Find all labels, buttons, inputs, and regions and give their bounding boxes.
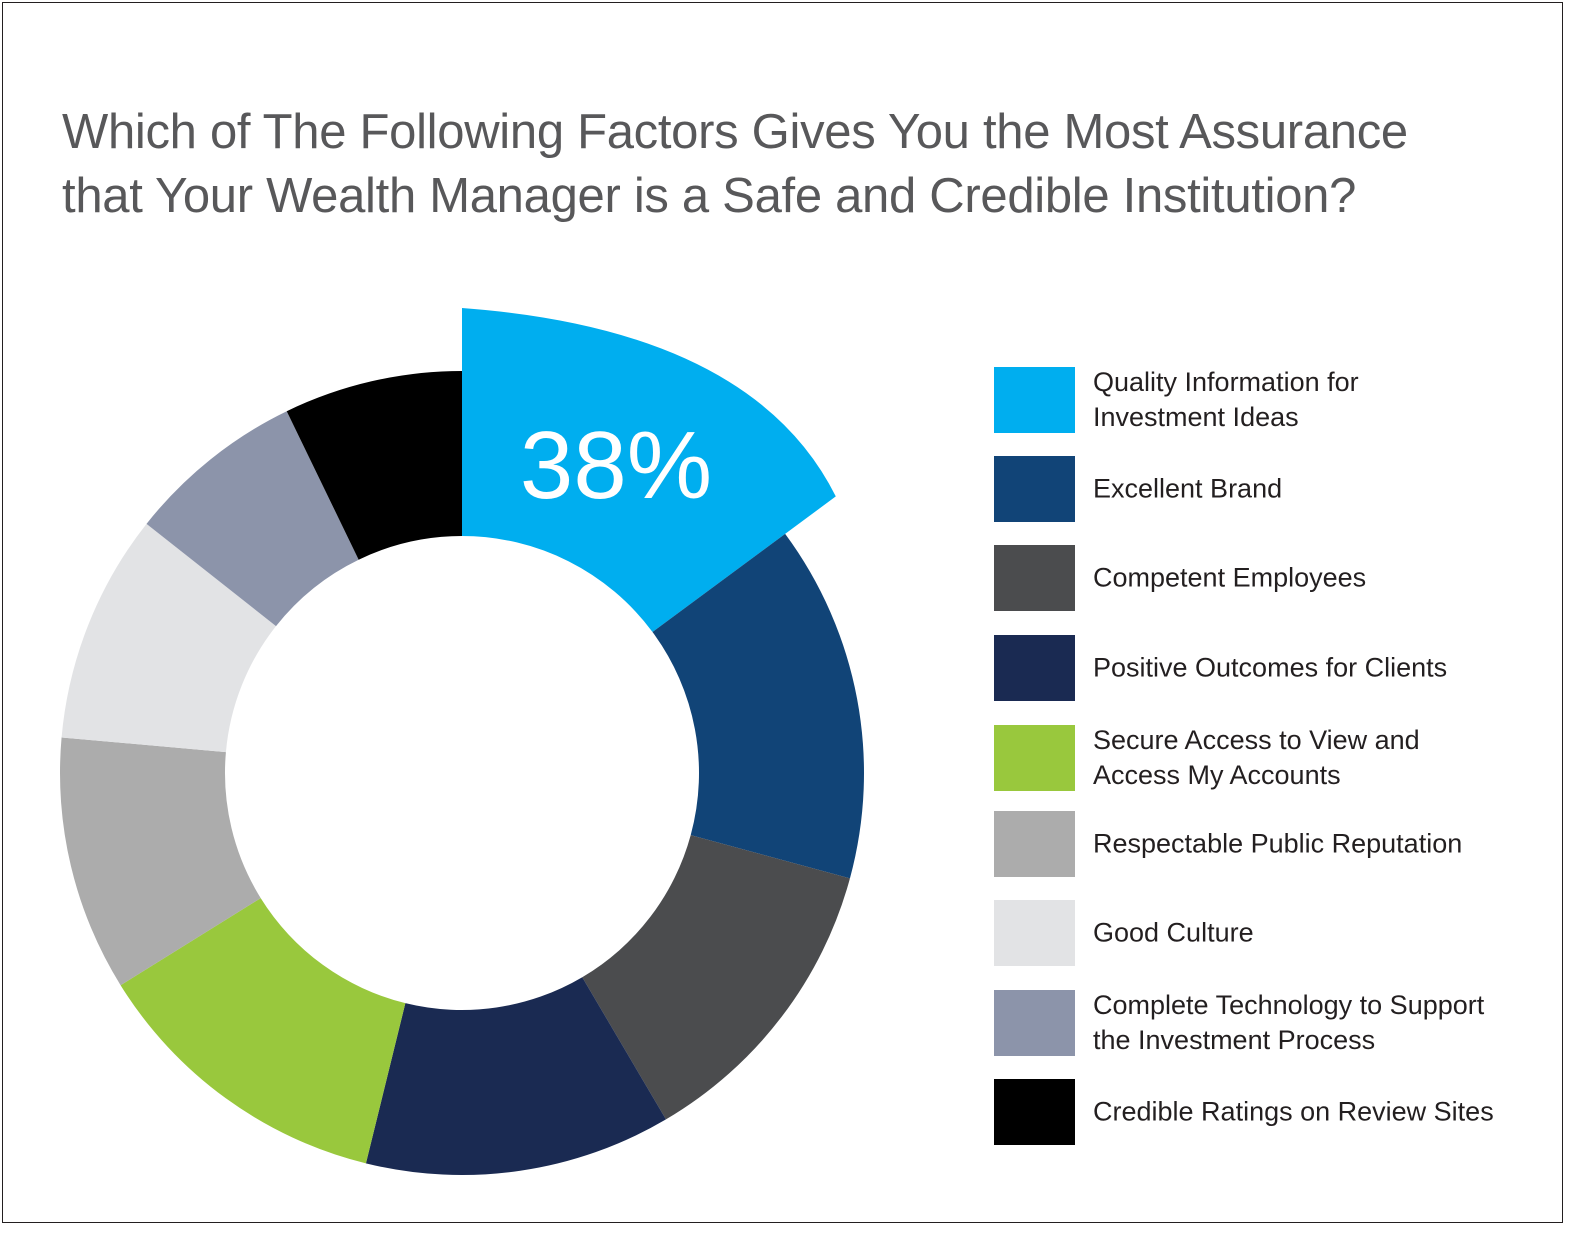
chart-title-line-2: that Your Wealth Manager is a Safe and C… xyxy=(62,169,1357,223)
donut-slices xyxy=(59,308,864,1175)
chart-title: Which of The Following Factors Gives You… xyxy=(62,100,1542,228)
donut-slice-5 xyxy=(120,898,406,1164)
donut-slice-4 xyxy=(365,977,666,1175)
donut-slice-9 xyxy=(286,371,462,560)
donut-slice-8 xyxy=(146,411,359,627)
chart-title-line-1: Which of The Following Factors Gives You… xyxy=(62,105,1408,159)
donut-slice-6 xyxy=(59,737,261,986)
highlight-percent-label: 38% xyxy=(520,412,712,519)
donut-slice-3 xyxy=(582,835,850,1120)
donut-slice-1 xyxy=(462,308,836,633)
donut-slice-7 xyxy=(61,523,277,753)
donut-slice-2 xyxy=(652,533,864,879)
